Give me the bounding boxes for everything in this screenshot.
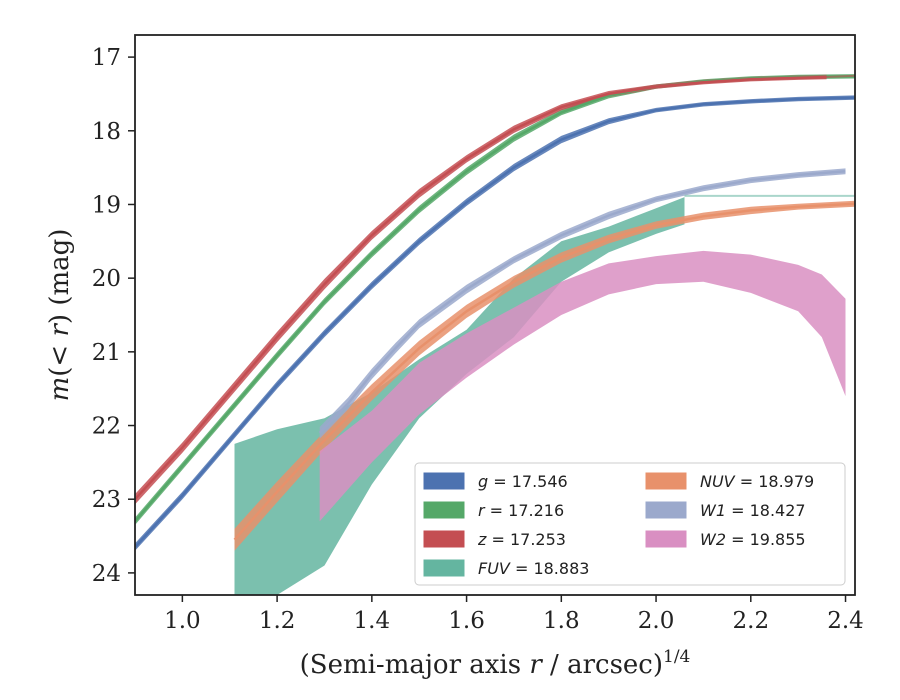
legend-swatch — [645, 530, 687, 548]
y-tick-label: 21 — [92, 340, 121, 366]
y-axis: 17 18 19 20 21 22 23 24 — [92, 45, 135, 587]
line-g — [135, 96, 855, 548]
x-tick-label: 1.6 — [448, 608, 485, 634]
plot-lines — [135, 74, 855, 548]
y-tick-label: 17 — [92, 45, 121, 71]
legend-label: W2 = 19.855 — [700, 530, 806, 549]
legend-swatch — [645, 501, 687, 519]
legend-swatch — [423, 501, 465, 519]
legend-item-fuv: FUV = 18.883 — [423, 559, 589, 578]
x-tick-label: 1.4 — [354, 608, 391, 634]
y-tick-label: 18 — [92, 119, 121, 145]
plot-frame — [134, 34, 856, 596]
legend-item-r: r = 17.216 — [423, 501, 564, 520]
band-z — [135, 74, 827, 505]
x-tick-label: 2.2 — [733, 608, 770, 634]
legend-item-nuv: NUV = 18.979 — [645, 472, 814, 491]
legend: g = 17.546 r = 17.216 z = 17.253 FUV = 18.8… — [414, 462, 846, 586]
legend-swatch — [423, 559, 465, 577]
legend-item-g: g = 17.546 — [423, 472, 568, 491]
band-nuv — [234, 200, 855, 551]
plot-bands — [135, 74, 855, 595]
asymptote-z — [826, 74, 855, 78]
x-tick-label: 1.0 — [164, 608, 201, 634]
legend-label: NUV = 18.979 — [700, 472, 814, 491]
x-tick-label: 1.2 — [259, 608, 296, 634]
legend-label: z = 17.253 — [477, 530, 566, 549]
y-tick-label: 24 — [92, 561, 121, 587]
legend-swatch — [423, 472, 465, 490]
y-tick-label: 19 — [92, 192, 121, 218]
legend-label: FUV = 18.883 — [478, 559, 589, 578]
y-axis-label: m(< r) (mag) — [45, 229, 75, 402]
x-tick-label: 1.8 — [543, 608, 580, 634]
legend-item-w2: W2 = 19.855 — [645, 530, 806, 549]
x-tick-label: 2.4 — [827, 608, 864, 634]
legend-item-z: z = 17.253 — [423, 530, 566, 549]
legend-swatch — [645, 472, 687, 490]
legend-box — [414, 462, 846, 586]
legend-label: W1 = 18.427 — [700, 501, 806, 520]
legend-label: r = 17.216 — [478, 501, 564, 520]
y-tick-label: 22 — [92, 414, 121, 440]
x-axis-label: (Semi-major axis r / arcsec)1/4 — [300, 647, 691, 680]
y-tick-label: 20 — [92, 266, 121, 292]
legend-label: g = 17.546 — [478, 472, 568, 491]
x-axis: 1.0 1.2 1.4 1.6 1.8 2.0 2.2 2.4 — [164, 595, 864, 634]
y-tick-label: 23 — [92, 487, 121, 513]
line-z — [135, 75, 827, 501]
legend-swatch — [423, 530, 465, 548]
band-fuv — [234, 197, 685, 595]
line-nuv — [233, 202, 855, 541]
band-w2 — [319, 250, 846, 522]
line-w1 — [318, 170, 846, 434]
legend-item-w1: W1 = 18.427 — [645, 501, 806, 520]
x-tick-label: 2.0 — [638, 608, 675, 634]
